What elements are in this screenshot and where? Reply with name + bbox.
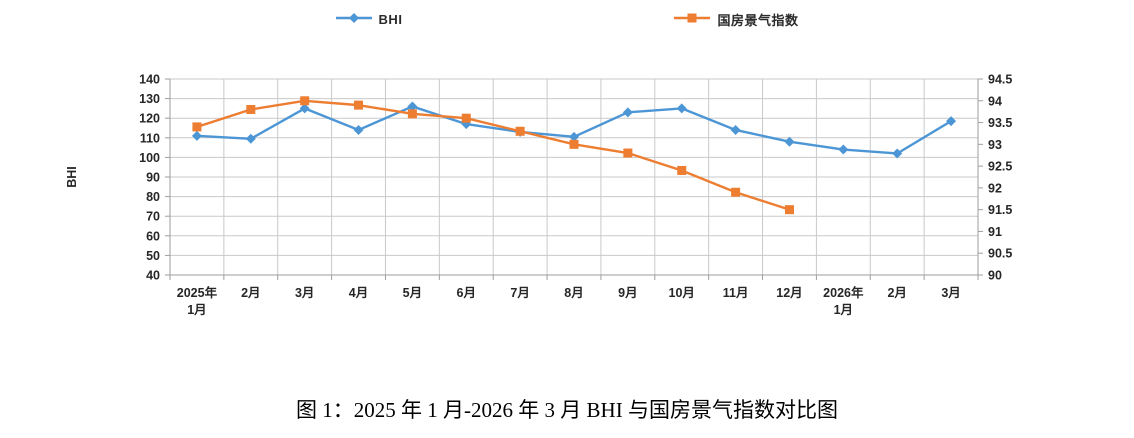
x-axis-category-label: 3月 — [941, 286, 960, 300]
series-BHI — [191, 101, 957, 159]
data-point-BHI — [730, 124, 741, 135]
data-point-BHI — [784, 136, 795, 147]
left-axis-tick-label: 110 — [140, 131, 160, 145]
x-axis-category-label: 4月 — [349, 286, 368, 300]
right-axis-tick-label: 92.5 — [988, 160, 1012, 174]
data-point-国房景气指数 — [407, 109, 417, 119]
data-point-BHI — [407, 101, 418, 112]
legend-item-guofang: 国房景气指数 — [674, 10, 798, 29]
right-axis-tick-label: 92 — [988, 181, 1002, 195]
left-axis-tick-label: 130 — [139, 92, 160, 106]
right-axis-tick-label: 94.5 — [988, 73, 1012, 87]
right-axis-tick-label: 93.5 — [988, 116, 1012, 130]
legend-item-bhi: BHI — [335, 11, 403, 29]
x-axis-category-label: 2025年 — [177, 285, 218, 300]
left-axis-tick-label: 50 — [146, 249, 160, 263]
left-axis-title: BHI — [65, 166, 79, 188]
left-axis-tick-label: 100 — [139, 151, 160, 165]
data-point-BHI — [892, 148, 903, 159]
x-axis-category-label: 8月 — [564, 286, 583, 300]
series-国房景气指数 — [192, 96, 794, 215]
guofang-series-legend-icon — [674, 11, 711, 29]
data-point-国房景气指数 — [300, 96, 310, 106]
data-point-国房景气指数 — [192, 122, 202, 132]
left-axis-tick-label: 80 — [146, 190, 160, 204]
data-point-BHI — [299, 103, 310, 114]
square-legend-marker-icon — [674, 13, 711, 22]
legend-marker — [687, 13, 697, 22]
data-point-国房景气指数 — [569, 139, 579, 149]
data-point-国房景气指数 — [515, 126, 525, 136]
x-axis-category-label: 10月 — [669, 286, 695, 300]
data-point-BHI — [946, 116, 957, 127]
series-line-国房景气指数 — [195, 99, 791, 211]
data-point-BHI — [676, 103, 687, 114]
right-axis-tick-label: 93 — [988, 138, 1002, 152]
x-axis-category-label: 2月 — [241, 286, 260, 300]
left-axis-tick-label: 60 — [146, 229, 160, 243]
data-point-BHI — [353, 124, 364, 135]
left-axis-tick-label: 70 — [146, 210, 160, 224]
diamond-legend-marker-icon — [335, 12, 372, 23]
x-axis-category-label: 5月 — [403, 286, 422, 300]
legend-label-guofang: 国房景气指数 — [717, 13, 799, 28]
left-axis-tick-label: 90 — [146, 171, 160, 185]
right-axis-tick-label: 90 — [988, 269, 1002, 283]
right-axis-tick-label: 91.5 — [988, 203, 1012, 217]
chart-legend: BHI 国房景气指数 — [0, 10, 1134, 29]
data-point-国房景气指数 — [461, 113, 471, 123]
data-point-BHI — [191, 130, 202, 141]
data-point-BHI — [838, 144, 849, 155]
data-point-国房景气指数 — [677, 165, 687, 175]
data-point-国房景气指数 — [246, 104, 256, 114]
right-axis-tick-label: 91 — [988, 225, 1002, 239]
bhi-series-legend-icon — [335, 11, 372, 29]
right-axis-tick-label: 90.5 — [988, 247, 1012, 261]
x-axis-category-label: 1月 — [834, 303, 853, 317]
right-axis-tick-label: 94 — [988, 94, 1002, 108]
left-axis-tick-label: 140 — [139, 73, 160, 87]
x-axis-category-label: 11月 — [723, 286, 749, 300]
data-point-BHI — [622, 107, 633, 118]
left-axis-tick-label: 40 — [146, 269, 160, 283]
x-axis-category-label: 6月 — [457, 286, 476, 300]
data-point-国房景气指数 — [623, 148, 633, 158]
legend-marker — [348, 12, 359, 23]
x-axis-category-label: 9月 — [618, 286, 637, 300]
x-axis-category-label: 3月 — [295, 286, 314, 300]
bhi-comparison-line-chart: 140 130 120 110 100 90 80 70 60 50 40 94.5 94 93.5 93 9… — [65, 73, 1012, 318]
x-axis-category-label: 2月 — [887, 286, 906, 300]
x-axis-category-label: 12月 — [776, 286, 802, 300]
x-axis-category-label: 2026年 — [823, 285, 864, 300]
x-axis-category-label: 1月 — [187, 303, 206, 317]
data-point-国房景气指数 — [354, 100, 364, 110]
data-point-BHI — [569, 131, 579, 142]
data-point-国房景气指数 — [731, 187, 741, 197]
x-axis-category-label: 7月 — [510, 286, 529, 300]
data-point-BHI — [245, 133, 256, 144]
figure-caption: 图 1：2025 年 1 月-2026 年 3 月 BHI 与国房景气指数对比图 — [296, 398, 838, 422]
left-axis-tick-label: 120 — [139, 112, 160, 126]
legend-label-bhi: BHI — [378, 12, 403, 27]
data-point-国房景气指数 — [784, 205, 794, 215]
